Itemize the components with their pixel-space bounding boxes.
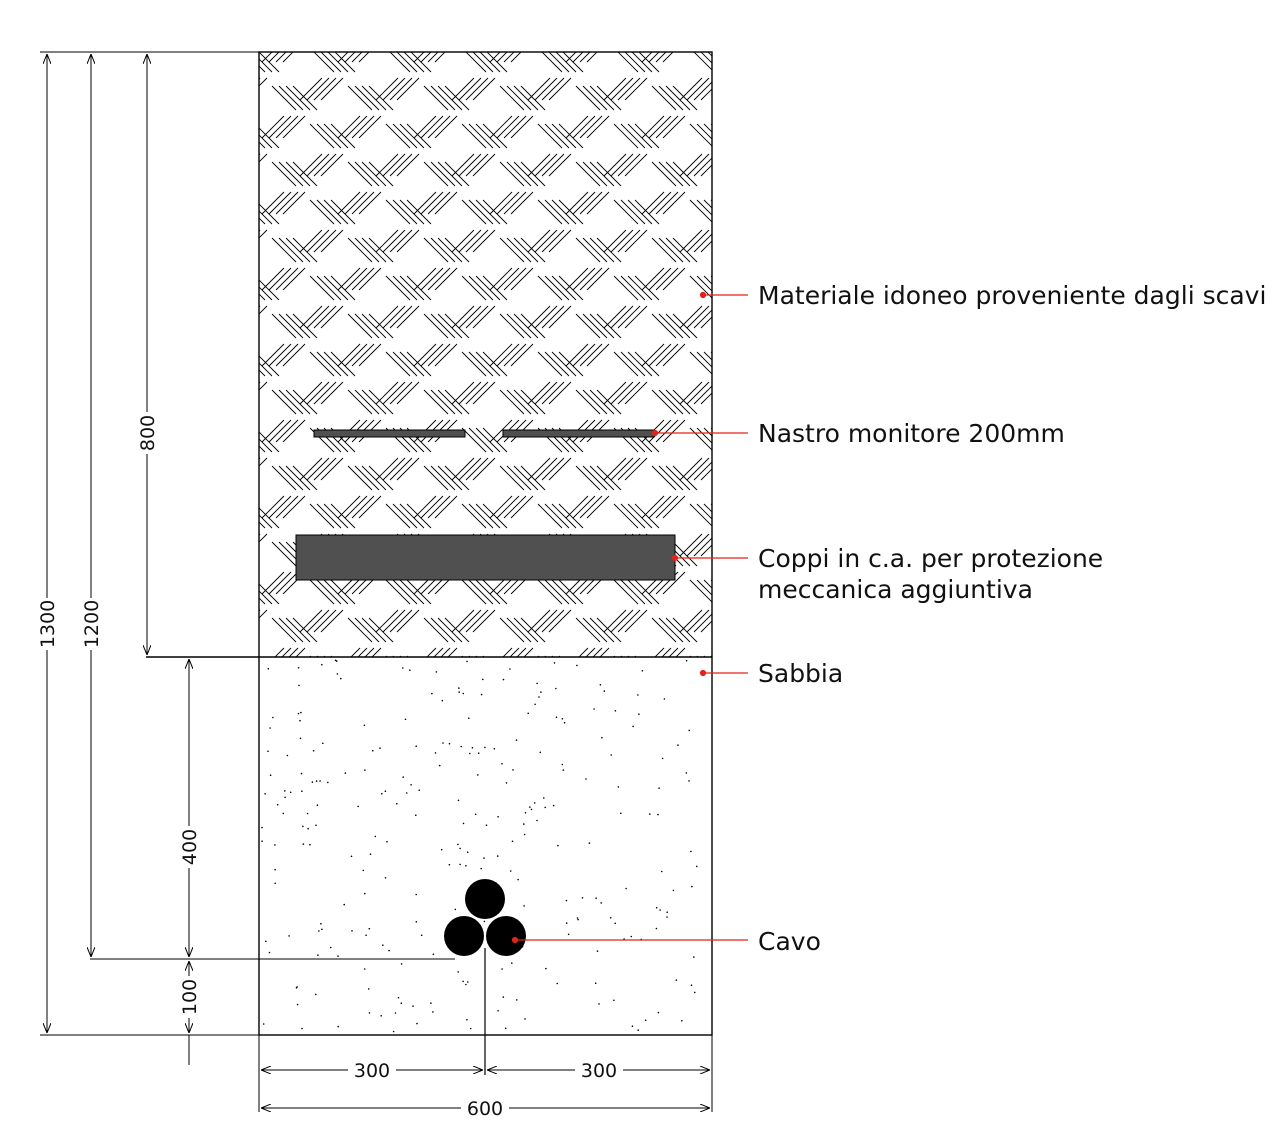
dim-300-right-text: 300 <box>581 1060 617 1082</box>
vertical-dimension-lines <box>47 55 189 1065</box>
dim-1300-text: 1300 <box>37 600 59 648</box>
label-cavo: Cavo <box>758 927 821 956</box>
label-nastro: Nastro monitore 200mm <box>758 419 1065 448</box>
label-materiale: Materiale idoneo proveniente dagli scavi <box>758 281 1266 310</box>
label-coppi-line1: Coppi in c.a. per protezione <box>758 544 1103 573</box>
dim-1200-text: 1200 <box>81 600 103 648</box>
dim-400-text: 400 <box>179 829 201 865</box>
horizontal-dimension-texts: 300 300 600 <box>348 1058 623 1120</box>
concrete-protection-slab <box>295 534 676 581</box>
sand-texture <box>261 659 698 1033</box>
leader-lines <box>511 291 748 944</box>
cable-trefoil <box>444 879 526 956</box>
vertical-dimension-texts: 1300 1200 800 400 100 <box>36 412 201 1018</box>
extension-lines <box>40 51 713 1112</box>
dim-800-text: 800 <box>137 415 159 451</box>
label-coppi-line2: meccanica aggiuntiva <box>758 575 1033 604</box>
material-labels: Materiale idoneo proveniente dagli scavi… <box>758 281 1266 956</box>
dim-100-text: 100 <box>179 979 201 1015</box>
dim-300-left-text: 300 <box>354 1060 390 1082</box>
dim-600-text: 600 <box>467 1098 503 1120</box>
label-sabbia: Sabbia <box>758 659 843 688</box>
backfill-hatch <box>259 52 712 657</box>
